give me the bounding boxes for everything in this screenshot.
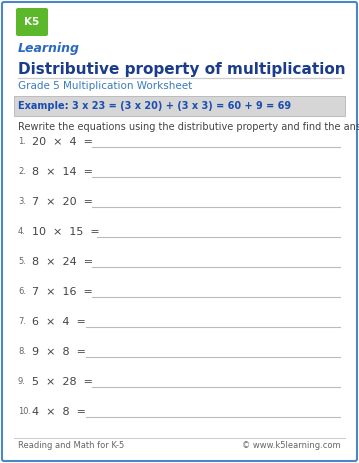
Text: K5: K5 xyxy=(24,17,39,27)
Text: 3.: 3. xyxy=(18,198,26,206)
Text: 20  ×  4  =: 20 × 4 = xyxy=(32,137,93,147)
Text: Grade 5 Multiplication Worksheet: Grade 5 Multiplication Worksheet xyxy=(18,81,192,91)
Text: 9  ×  8  =: 9 × 8 = xyxy=(32,347,86,357)
Text: 10.: 10. xyxy=(18,407,31,417)
Text: 7  ×  16  =: 7 × 16 = xyxy=(32,287,93,297)
Text: 7.: 7. xyxy=(18,318,26,326)
Text: Learning: Learning xyxy=(18,42,80,55)
FancyBboxPatch shape xyxy=(16,8,48,36)
Text: Example: 3 x 23 = (3 x 20) + (3 x 3) = 60 + 9 = 69: Example: 3 x 23 = (3 x 20) + (3 x 3) = 6… xyxy=(18,101,291,111)
Text: 5.: 5. xyxy=(18,257,26,267)
Text: Distributive property of multiplication: Distributive property of multiplication xyxy=(18,62,346,77)
Text: 6.: 6. xyxy=(18,288,26,296)
Text: 2.: 2. xyxy=(18,168,26,176)
Text: 4.: 4. xyxy=(18,227,26,237)
Text: 8  ×  14  =: 8 × 14 = xyxy=(32,167,93,177)
Text: 5  ×  28  =: 5 × 28 = xyxy=(32,377,93,387)
Text: 4  ×  8  =: 4 × 8 = xyxy=(32,407,86,417)
Text: 10  ×  15  =: 10 × 15 = xyxy=(32,227,100,237)
Text: 1.: 1. xyxy=(18,138,26,146)
Text: 6  ×  4  =: 6 × 4 = xyxy=(32,317,86,327)
Text: Reading and Math for K-5: Reading and Math for K-5 xyxy=(18,440,124,450)
Text: 8  ×  24  =: 8 × 24 = xyxy=(32,257,93,267)
Text: 7  ×  20  =: 7 × 20 = xyxy=(32,197,93,207)
Bar xyxy=(14,96,345,116)
Text: © www.k5learning.com: © www.k5learning.com xyxy=(242,440,341,450)
Text: Rewrite the equations using the distributive property and find the answer.: Rewrite the equations using the distribu… xyxy=(18,122,359,132)
Text: 9.: 9. xyxy=(18,377,26,387)
Text: 8.: 8. xyxy=(18,348,26,357)
